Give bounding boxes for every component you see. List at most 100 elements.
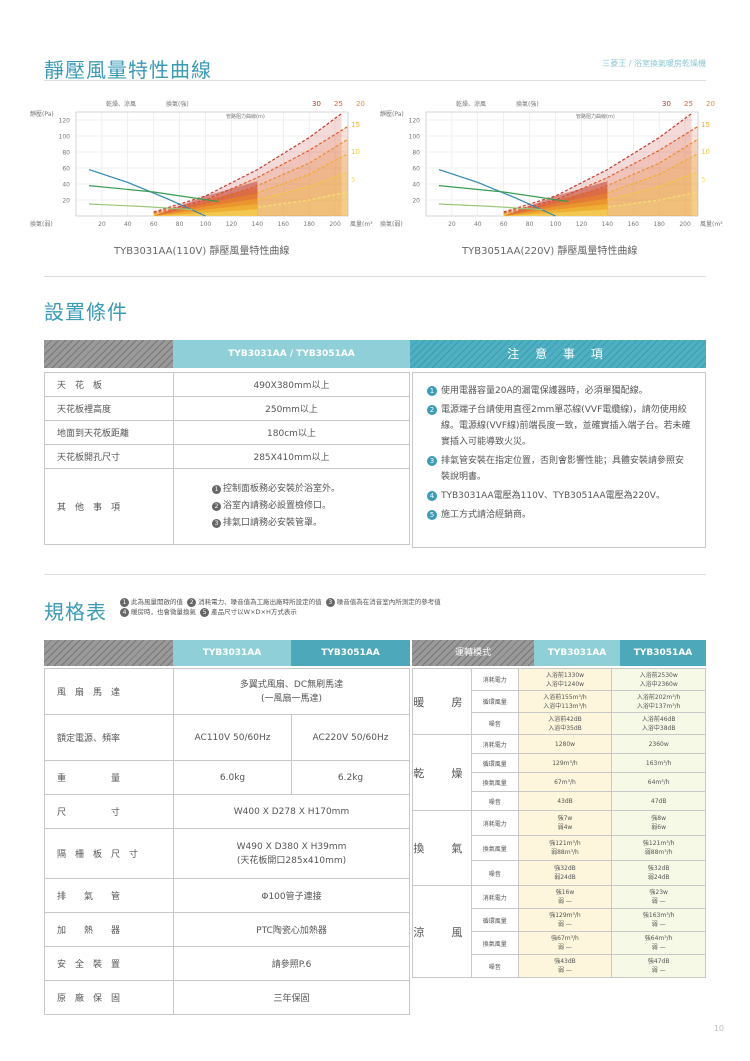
row-value: W400 X D278 X H170mm xyxy=(173,794,410,829)
row-label: 排 氣 管 xyxy=(44,878,174,913)
row-label: 天花板裡高度 xyxy=(44,396,174,421)
fan-curve-0 xyxy=(438,169,556,217)
mode-header-hatch xyxy=(412,640,534,666)
x-tick-label: 20 xyxy=(448,221,456,228)
row-value: 三年保固 xyxy=(173,980,410,1015)
row-label: 安 全 裝 置 xyxy=(44,946,174,981)
mode-name: 換 氣 xyxy=(412,810,472,886)
pipe-curve-30 xyxy=(503,113,692,213)
row-value: Φ100管子連接 xyxy=(173,878,410,913)
section-title-curves: 靜壓風量特性曲線 xyxy=(44,58,212,82)
table-row: 天 花 板 490X380mm以上 xyxy=(44,372,410,397)
legend-dry: 乾燥、涼風 xyxy=(106,100,136,108)
x-tick-label: 80 xyxy=(526,221,534,228)
pipe-curve-band xyxy=(503,209,608,216)
x-tick-label: 140 xyxy=(252,221,264,228)
pipe-length-label: 25 xyxy=(334,100,343,108)
table-row: 換氣風量 強121m³/h 弱88m³/h 強121m³/h 弱88m³/h xyxy=(413,835,706,861)
section-title-install: 設置條件 xyxy=(44,300,128,324)
y-tick-label: 100 xyxy=(59,134,71,141)
row-label: 天 花 板 xyxy=(44,372,174,397)
mode-value: 43dB xyxy=(517,791,613,811)
pipe-curve-fill xyxy=(503,139,698,216)
row-value: 請參照P.6 xyxy=(173,946,410,981)
pipe-curve-fill xyxy=(503,113,692,216)
pipe-length-label: 15 xyxy=(351,121,360,129)
row-value: 多翼式風扇、DC無刷馬達 (一風扇一馬達) xyxy=(173,668,410,715)
notice-header-bg xyxy=(410,340,706,368)
mode-value: 47dB xyxy=(611,791,706,811)
pipe-curve-10 xyxy=(153,171,349,216)
notice-item: 5 施工方式請洽經銷商。 xyxy=(427,507,691,523)
table-row: 排 氣 管 Φ100管子連接 xyxy=(44,878,410,913)
row-label: 原 廠 保 固 xyxy=(44,980,174,1015)
x-tick-label: 40 xyxy=(124,221,132,228)
x-tick-label: 120 xyxy=(576,221,588,228)
mode-value: 入浴前202m³/h 入浴中137m³/h xyxy=(611,690,706,713)
table-row: 安 全 裝 置請參照P.6 xyxy=(44,946,410,981)
pipe-length-label: 20 xyxy=(356,100,365,108)
table-row: 噪音 強32dB 弱24dB 強32dB 弱24dB xyxy=(413,860,706,886)
chart-tyb3051aa: 120 100 80 60 40 20 20 40 60 80 100 120 140 160 180 200… xyxy=(380,100,723,228)
model-header-2: TYB3051AA xyxy=(291,640,410,666)
y-tick-label: 60 xyxy=(412,166,420,173)
table-row: 加 熱 器 PTC陶瓷心加熱器 xyxy=(44,912,410,947)
table-row: 乾 燥消耗電力 1280w 2360w xyxy=(412,734,706,811)
mode-value: 強32dB 弱24dB xyxy=(517,860,613,886)
table-row: 換 氣消耗電力 強7w 弱4w 強8w 弱6w xyxy=(412,810,706,886)
pipe-curve-fill xyxy=(153,192,348,216)
spec-notes: 1 此為風量開啟的值 2 消耗電力、噪音值為工廠出廠時所設定的值 3 噪音值為在消音室… xyxy=(120,597,680,617)
row-value: 180cm以上 xyxy=(173,420,410,445)
notice-item: 3 排氣管安裝在指定位置，否則會影響性能；具體安裝請參照安裝說明書。 xyxy=(427,453,691,485)
row-value: 490X380mm以上 xyxy=(173,372,410,397)
pipe-length-label: 10 xyxy=(351,148,360,156)
x-tick-label: 80 xyxy=(176,221,184,228)
mode-value: 67m³/h xyxy=(517,772,613,792)
list-item: 3 排氣口請務必安裝管罩。 xyxy=(212,515,409,532)
divider xyxy=(44,574,706,575)
pipe-curve-fill xyxy=(503,192,698,216)
pipe-length-label: 30 xyxy=(312,100,321,108)
mode-metric: 循環風量 xyxy=(470,908,519,932)
y-tick-label: 40 xyxy=(412,182,420,189)
pipe-length-label: 15 xyxy=(701,121,710,129)
pipe-curve-fill xyxy=(503,172,698,216)
brand-label: 三菱王 / 浴室換氣暖房乾燥機 xyxy=(602,59,706,68)
row-label: 尺 寸 xyxy=(44,794,174,829)
pipe-length-label: 5 xyxy=(701,176,705,184)
x-tick-label: 60 xyxy=(500,221,508,228)
x-tick-label: 180 xyxy=(653,221,665,228)
table-row: 涼 風消耗電力 強16w 弱 — 強23w 弱 — xyxy=(412,885,706,978)
y-tick-label: 20 xyxy=(412,198,420,205)
table-row: 地面到天花板距離 180cm以上 xyxy=(44,420,410,445)
x-unit-label: 風量(m³/h) xyxy=(350,221,373,228)
table-row: 重 量 6.0kg 6.2kg xyxy=(44,760,410,795)
mode-value: 強121m³/h 弱88m³/h xyxy=(611,835,706,861)
table-row: 噪音 入浴前42dB 入浴中35dB 入浴前46dB 入浴中38dB xyxy=(413,712,706,735)
x-tick-label: 100 xyxy=(550,221,562,228)
notice-item: 2 電源端子台請使用直徑2mm單芯線(VVF電纜線)，請勿使用絞線。電源線(VVF… xyxy=(427,402,691,450)
mode-value: 強121m³/h 弱88m³/h xyxy=(517,835,613,861)
x-axis-label: 換氣(弱) xyxy=(380,220,403,228)
legend-vent: 換氣(強) xyxy=(166,100,189,108)
chart-caption-2: TYB3051AA(220V) 靜壓風量特性曲線 xyxy=(462,246,638,257)
mode-name: 乾 燥 xyxy=(412,734,472,811)
x-unit-label: 風量(m³/h) xyxy=(700,221,723,228)
x-tick-label: 160 xyxy=(278,221,290,228)
mode-value: 2360w xyxy=(611,734,706,754)
x-tick-label: 120 xyxy=(226,221,238,228)
row-label: 其 他 事 項 xyxy=(44,468,174,545)
mode-metric: 循環風量 xyxy=(470,753,519,773)
x-tick-label: 40 xyxy=(474,221,482,228)
mode-value: 1280w xyxy=(517,734,613,754)
mode-value: 強43dB 弱 — xyxy=(517,954,613,978)
fan-curve-2 xyxy=(88,203,193,211)
legend-pipe: 管路阻力曲線(m) xyxy=(226,113,265,120)
fan-curve-1 xyxy=(88,185,219,203)
mode-value: 強67m³/h 弱 — xyxy=(517,931,613,955)
row-value: AC220V 50/60Hz xyxy=(291,714,410,761)
fan-curve-1 xyxy=(438,185,569,203)
mode-metric: 噪音 xyxy=(470,712,519,735)
legend-pipe: 管路阻力曲線(m) xyxy=(576,113,615,120)
pipe-curve-band xyxy=(153,209,258,216)
